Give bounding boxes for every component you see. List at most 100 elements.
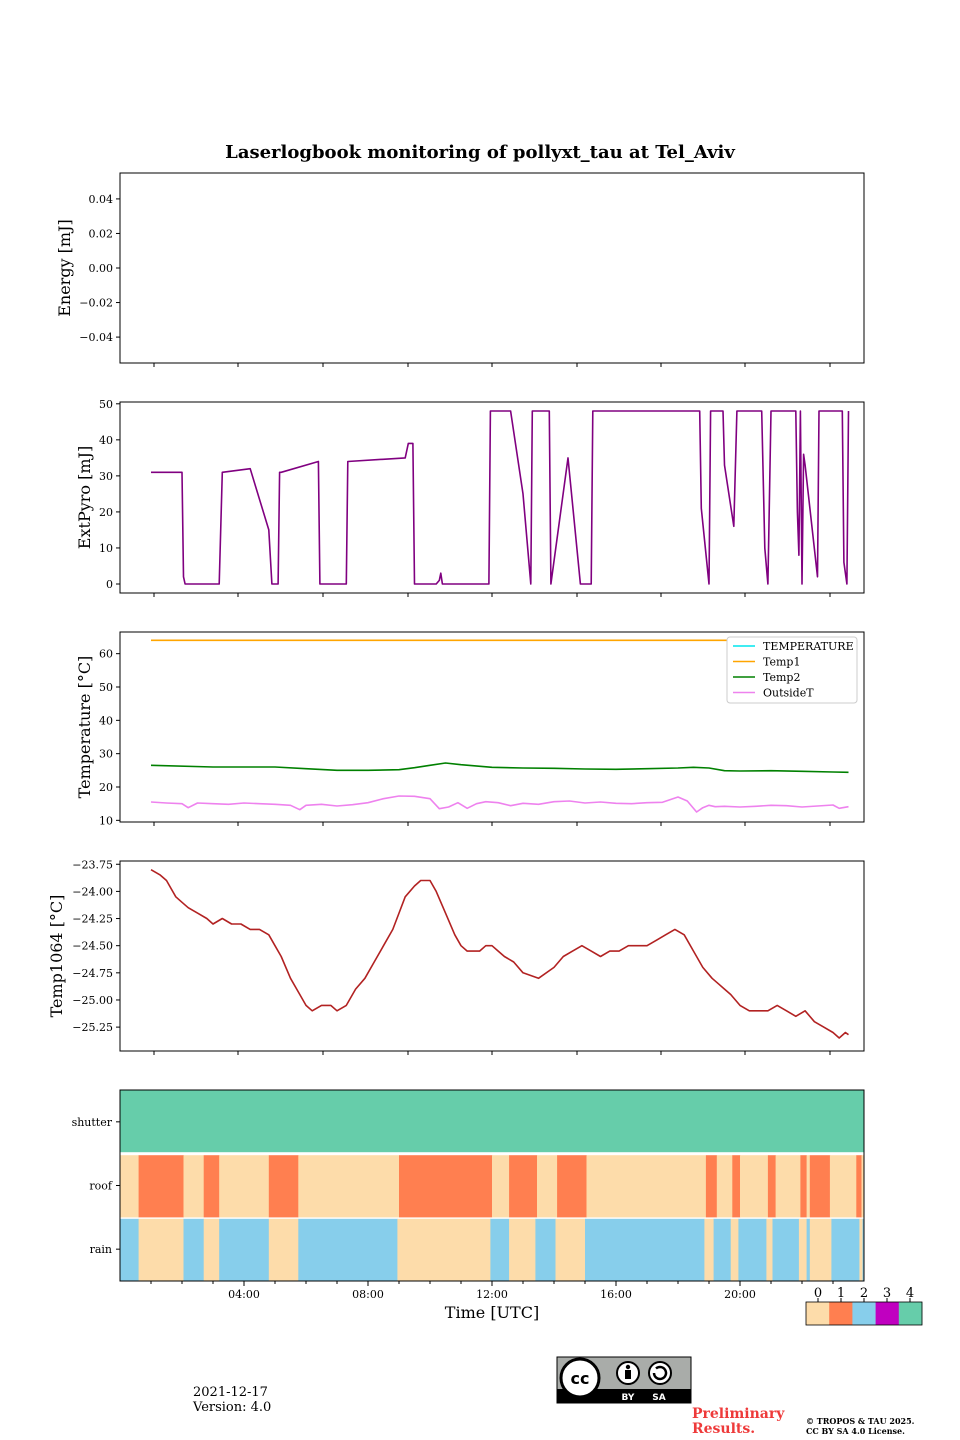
heatmap-cell-rain — [831, 1218, 860, 1281]
y-tick-label: −0.02 — [79, 297, 113, 310]
heatmap-cell-roof — [399, 1155, 493, 1218]
plot-frame — [119, 860, 865, 1052]
colorbar-swatch — [875, 1302, 900, 1325]
heatmap-row-label: shutter — [72, 1116, 113, 1129]
y-tick-label: −24.50 — [72, 940, 113, 953]
heatmap-cell-roof — [856, 1155, 862, 1218]
y-tick-label: 0.02 — [89, 227, 114, 240]
panel-2: 50 40 30 20 10 0 ExtPyro [mJ] — [75, 398, 865, 597]
colorbar-tick-label: 2 — [860, 1286, 868, 1301]
preliminary-line2: Results. — [692, 1421, 755, 1437]
footer-date: 2021-12-17 — [193, 1385, 268, 1400]
plot-frame — [119, 401, 865, 594]
heatmap-cell-roof — [829, 1155, 857, 1218]
legend-entry: TEMPERATURE — [763, 640, 854, 653]
colorbar-tick-label: 0 — [814, 1286, 822, 1301]
y-tick-label: −0.04 — [79, 331, 113, 344]
heatmap-cell-roof — [809, 1155, 831, 1218]
cc-mark: cc — [571, 1369, 590, 1388]
y-tick-label: 60 — [99, 648, 113, 661]
heatmap-cell-roof — [775, 1155, 801, 1218]
heatmap-cell-rain — [509, 1218, 536, 1281]
y-tick-label: 0 — [106, 578, 113, 591]
heatmap-cell-roof — [705, 1155, 718, 1218]
heatmap-cell-roof — [767, 1155, 777, 1218]
y-axis-label: ExtPyro [mJ] — [75, 446, 94, 549]
colorbar-tick-label: 1 — [837, 1286, 845, 1301]
heatmap-cell-rain — [535, 1218, 556, 1281]
y-axis-label: Temp1064 [°C] — [47, 895, 66, 1018]
heatmap-cell-roof — [716, 1155, 733, 1218]
share-alike-icon — [648, 1361, 672, 1385]
heatmap-cell-rain — [397, 1218, 491, 1281]
y-axis-label: Temperature [°C] — [75, 656, 94, 799]
y-tick-label: 10 — [99, 542, 113, 555]
x-tick-label: 04:00 — [228, 1288, 260, 1301]
heatmap-cell-roof — [268, 1155, 299, 1218]
colorbar-tick-label: 3 — [883, 1286, 891, 1301]
colorbar-swatch — [852, 1302, 876, 1325]
y-tick-label: 40 — [99, 714, 113, 727]
series-line-temp2 — [150, 762, 849, 774]
plot-frame — [119, 172, 865, 364]
colorbar-swatch — [806, 1302, 830, 1325]
heatmap-cell-roof — [138, 1155, 184, 1218]
heatmap-cell-rain — [704, 1218, 715, 1281]
series-line-outsidet — [150, 795, 849, 813]
heatmap-cell-rain — [766, 1218, 773, 1281]
heatmap-cell-rain — [730, 1218, 739, 1281]
copyright-line2: CC BY SA 4.0 License. — [806, 1426, 905, 1436]
y-tick-label: 30 — [99, 748, 113, 761]
heatmap-cell-roof — [203, 1155, 220, 1218]
panels: 0.04 0.02 0.00 −0.02 −0.04 Energy [mJ] 50 40 30 2… — [47, 172, 865, 1055]
y-tick-label: 20 — [99, 506, 113, 519]
heatmap-cell-rain — [806, 1218, 811, 1281]
heatmap-cell-roof — [120, 1155, 139, 1218]
preliminary-line1: Preliminary — [692, 1406, 785, 1422]
cc-license-logo: cc BY SA — [556, 1356, 692, 1404]
heatmap-cell-rain — [713, 1218, 731, 1281]
heatmap-cell-rain — [798, 1218, 808, 1281]
heatmap-cell-rain — [772, 1218, 800, 1281]
heatmap-cell-rain — [120, 1218, 139, 1281]
heatmap-cell-roof — [732, 1155, 741, 1218]
heatmap-cell-roof — [509, 1155, 538, 1218]
heatmap-row-label: rain — [90, 1243, 112, 1256]
heatmap-cell-rain — [809, 1218, 832, 1281]
y-tick-label: −23.75 — [72, 858, 113, 871]
heatmap-cell-roof — [219, 1155, 270, 1218]
heatmap-cell-rain — [183, 1218, 205, 1281]
heatmap-cell-roof — [586, 1155, 707, 1218]
legend-entry: OutsideT — [763, 687, 814, 700]
cc-icon — [559, 1357, 601, 1399]
status-heatmap: shutter roof rain 04:00 08:00 12:00 16:00 20:00 — [72, 1089, 865, 1301]
heatmap-cell-roof — [537, 1155, 558, 1218]
heatmap-cell-roof — [492, 1155, 510, 1218]
chart-title: Laserlogbook monitoring of pollyxt_tau a… — [225, 142, 735, 163]
y-tick-label: 50 — [99, 681, 113, 694]
heatmap-cell-rain — [738, 1218, 767, 1281]
heatmap-cell-roof — [806, 1155, 811, 1218]
legend: TEMPERATURE Temp1 Temp2 OutsideT — [726, 636, 858, 704]
heatmap-cell-roof — [298, 1155, 400, 1218]
colorbar-swatch — [829, 1302, 853, 1325]
heatmap-cell-shutter — [120, 1090, 865, 1153]
legend-box — [726, 636, 858, 704]
cc-by-label: BY — [622, 1393, 635, 1403]
heatmap-cell-rain — [138, 1218, 184, 1281]
y-tick-label: −24.75 — [72, 967, 113, 980]
y-tick-label: −25.00 — [72, 994, 113, 1007]
heatmap-cell-rain — [268, 1218, 299, 1281]
heatmap-cell-rain — [555, 1218, 586, 1281]
cc-sa-label: SA — [652, 1393, 665, 1403]
y-axis-label: Energy [mJ] — [55, 219, 74, 317]
heatmap-cell-rain — [862, 1218, 865, 1281]
series-line — [151, 410, 850, 585]
y-tick-label: −24.00 — [72, 885, 113, 898]
y-tick-label: 40 — [99, 434, 113, 447]
footer-version: Version: 4.0 — [192, 1400, 271, 1415]
y-tick-label: −25.25 — [72, 1021, 113, 1034]
heatmap-cell-rain — [859, 1218, 863, 1281]
copyright-line1: © TROPOS & TAU 2025. — [806, 1416, 915, 1426]
heatmap-cell-roof — [740, 1155, 769, 1218]
